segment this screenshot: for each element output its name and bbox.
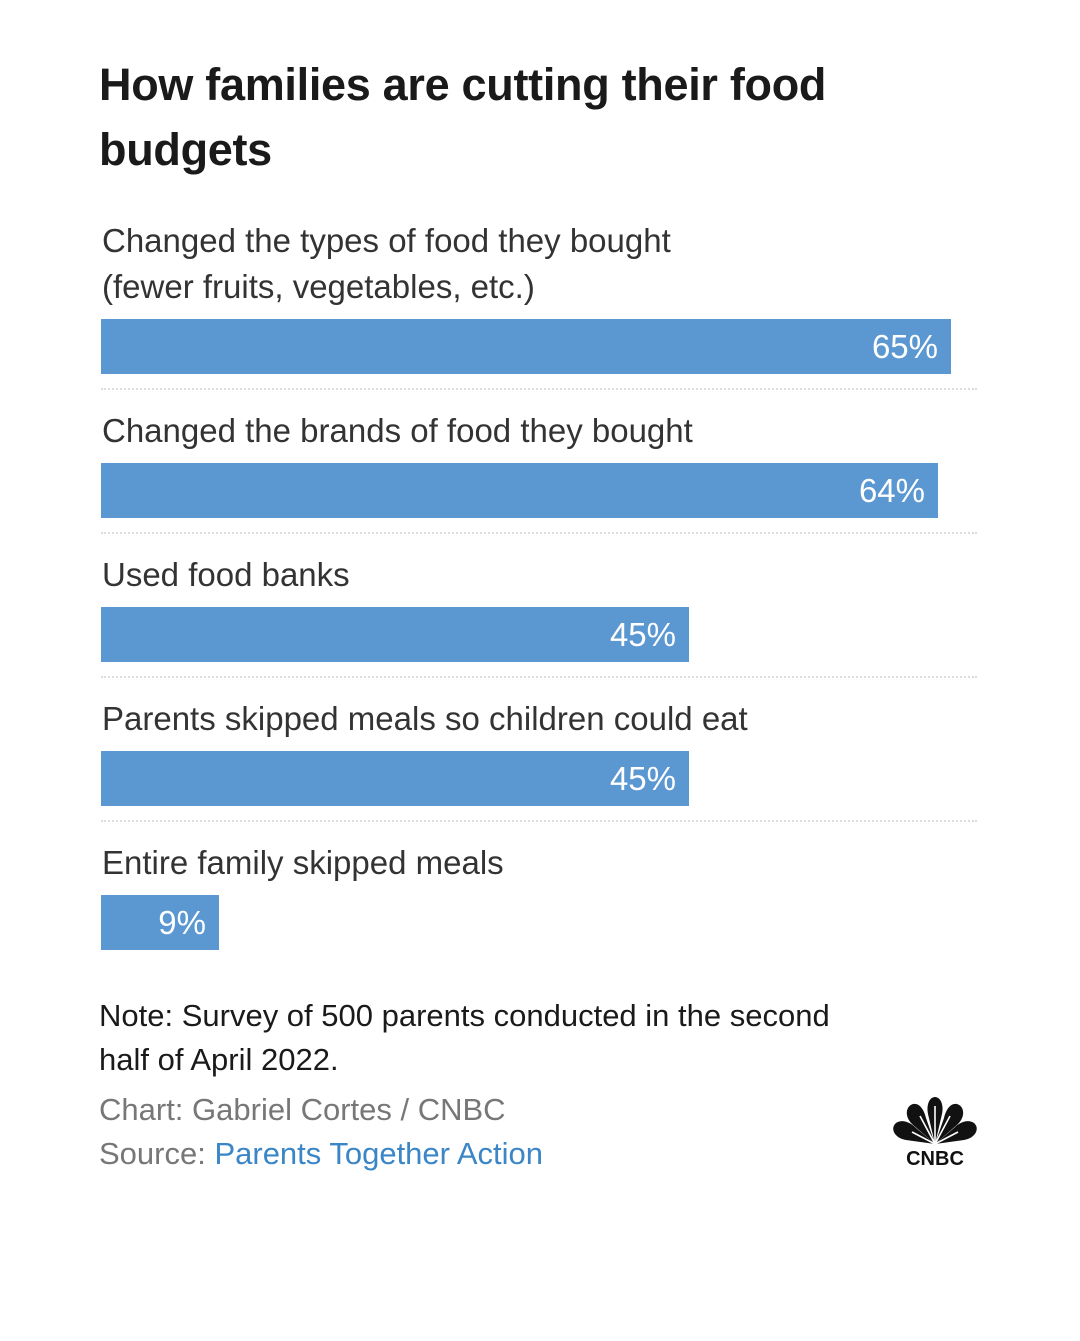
row-divider: [101, 388, 977, 390]
chart-credit: Chart: Gabriel Cortes / CNBC: [99, 1092, 506, 1127]
bar-row: Changed the brands of food they bought 64…: [101, 408, 977, 534]
bar: 9%: [101, 895, 219, 950]
cnbc-peacock-logo-icon: CNBC: [893, 1097, 977, 1168]
bar: 65%: [101, 319, 951, 374]
category-label: Entire family skipped meals: [101, 840, 977, 886]
bar-track: 65%: [101, 319, 977, 374]
category-label-line: Parents skipped meals so children could …: [102, 700, 748, 737]
cnbc-logo-text: CNBC: [906, 1148, 964, 1168]
bar-row: Parents skipped meals so children could …: [101, 696, 977, 822]
source-prefix: Source:: [99, 1136, 215, 1171]
row-divider: [101, 676, 977, 678]
chart-title: How families are cutting their food budg…: [99, 59, 827, 175]
bar-row: Used food banks 45%: [101, 552, 977, 678]
bar-row: Entire family skipped meals 9%: [101, 840, 977, 950]
bar-value-label: 64%: [858, 472, 925, 509]
bar-row: Changed the types of food they bought (fe…: [101, 218, 977, 390]
bar-track: 45%: [101, 607, 977, 662]
bar-track: 64%: [101, 463, 977, 518]
row-divider: [101, 532, 977, 534]
chart-note: Note: Survey of 500 parents conducted in…: [99, 998, 830, 1077]
bar: 45%: [101, 751, 689, 806]
category-label: Changed the brands of food they bought: [101, 408, 977, 454]
bar-value-label: 9%: [158, 904, 206, 941]
category-label-line: Used food banks: [102, 556, 350, 593]
bar-chart: Changed the types of food they bought (fe…: [101, 218, 977, 950]
bar-value-label: 45%: [609, 616, 676, 653]
category-label-line: (fewer fruits, vegetables, etc.): [102, 268, 535, 305]
category-label: Parents skipped meals so children could …: [101, 696, 977, 742]
bar-value-label: 65%: [871, 328, 938, 365]
bar: 64%: [101, 463, 938, 518]
source-link[interactable]: Parents Together Action: [214, 1136, 544, 1171]
row-divider: [101, 820, 977, 822]
chart-source: Source: Parents Together Action: [99, 1132, 543, 1176]
bar: 45%: [101, 607, 689, 662]
bar-track: 45%: [101, 751, 977, 806]
bar-value-label: 45%: [609, 760, 676, 797]
category-label: Used food banks: [101, 552, 977, 598]
category-label-line: Changed the brands of food they bought: [102, 412, 693, 449]
category-label-line: Entire family skipped meals: [102, 844, 504, 881]
category-label: Changed the types of food they bought (fe…: [101, 218, 977, 310]
bar-track: 9%: [101, 895, 977, 950]
category-label-line: Changed the types of food they bought: [102, 222, 671, 259]
